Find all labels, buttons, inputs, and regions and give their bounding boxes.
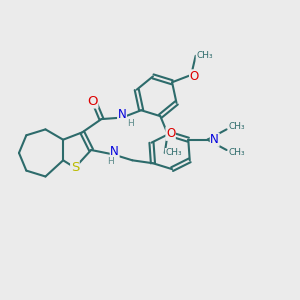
Text: CH₃: CH₃ [165,148,182,158]
Text: H: H [107,157,114,166]
Text: O: O [87,95,98,108]
Text: S: S [71,161,79,174]
Text: CH₃: CH₃ [229,148,245,158]
Text: O: O [190,70,199,83]
Text: N: N [110,145,119,158]
Text: O: O [166,127,175,140]
Text: CH₃: CH₃ [229,122,245,131]
Text: H: H [127,119,134,128]
Text: CH₃: CH₃ [196,51,213,60]
Text: N: N [210,133,219,146]
Text: N: N [118,108,126,121]
